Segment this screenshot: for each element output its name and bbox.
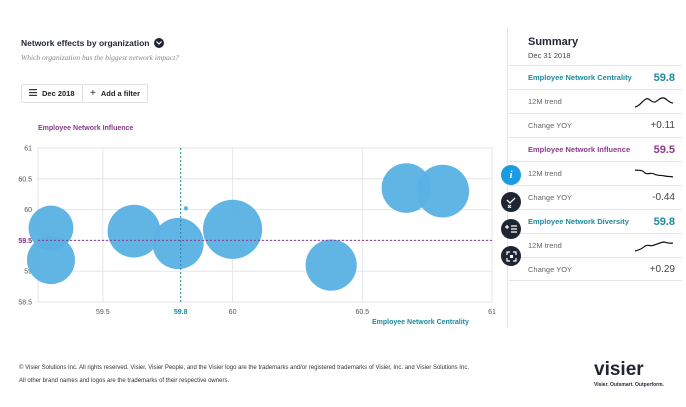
y-tick-label: 61 bbox=[24, 146, 32, 153]
summary-header: Summary Dec 31 2018 bbox=[509, 28, 682, 65]
bubble-point bbox=[183, 206, 189, 211]
trend-label: 12M trend bbox=[528, 241, 562, 250]
x-tick-label: 60 bbox=[229, 309, 237, 316]
summary-panel: Summary Dec 31 2018 Employee Network Cen… bbox=[509, 28, 682, 288]
trend-row[interactable]: 12M trend bbox=[509, 233, 682, 257]
metric-name: Employee Network Influence bbox=[528, 145, 631, 154]
metric-value: 59.8 bbox=[653, 215, 675, 228]
visier-logo: visier Visier. Outsmart. Outperform. bbox=[594, 359, 664, 388]
plus-icon: + bbox=[90, 88, 96, 99]
info-icon[interactable]: i bbox=[501, 165, 521, 185]
sparkline-icon bbox=[634, 97, 674, 108]
y-reference-label: 59.5 bbox=[18, 238, 32, 245]
change-row: Change YOY +0.11 bbox=[509, 113, 682, 137]
info-glyph: i bbox=[509, 169, 513, 181]
summary-title: Summary bbox=[528, 36, 579, 48]
y-tick-label: 60.5 bbox=[18, 176, 32, 183]
y-tick-label: 60 bbox=[24, 207, 32, 214]
change-label: Change YOY bbox=[528, 264, 573, 274]
metric-value: 59.5 bbox=[653, 143, 675, 156]
metric-value: 59.8 bbox=[653, 71, 675, 84]
copyright-line: © Visier Solutions Inc. All rights reser… bbox=[19, 365, 469, 371]
date-filter-label: Dec 2018 bbox=[42, 89, 75, 98]
trend-label: 12M trend bbox=[528, 97, 562, 106]
add-filter-label: Add a filter bbox=[100, 89, 141, 98]
chevron-down-icon[interactable] bbox=[154, 38, 165, 48]
logo-wordmark: visier bbox=[594, 359, 644, 380]
date-filter-button[interactable]: Dec 2018 bbox=[21, 84, 83, 103]
change-value: +0.29 bbox=[649, 263, 675, 275]
summary-date: Dec 31 2018 bbox=[528, 51, 571, 60]
add-filter-button[interactable]: + Add a filter bbox=[82, 84, 149, 103]
trademark-line: All other brand names and logos are the … bbox=[19, 378, 230, 384]
calendar-icon bbox=[29, 89, 37, 98]
chart-subtitle: Which organization has the biggest netwo… bbox=[21, 53, 180, 62]
metric-row-influence[interactable]: Employee Network Influence 59.5 bbox=[509, 137, 682, 161]
x-axis-label: Employee Network Centrality bbox=[372, 319, 469, 326]
trend-label: 12M trend bbox=[528, 169, 562, 178]
chart-panel: Network effects by organization Which or… bbox=[0, 38, 505, 326]
y-tick-label: 59 bbox=[24, 269, 32, 276]
y-tick-label: 59.5 bbox=[18, 238, 32, 245]
bubble-point bbox=[152, 217, 204, 270]
chart-title-row[interactable]: Network effects by organization bbox=[21, 38, 165, 48]
y-axis-label: Employee Network Influence bbox=[38, 125, 134, 132]
expand-icon[interactable] bbox=[501, 246, 521, 266]
logo-tagline: Visier. Outsmart. Outperform. bbox=[594, 382, 664, 388]
sparkline-icon bbox=[634, 241, 674, 252]
compare-icon[interactable] bbox=[501, 192, 521, 212]
change-value: +0.11 bbox=[650, 120, 675, 131]
change-label: Change YOY bbox=[528, 193, 573, 202]
sparkline-icon bbox=[634, 169, 674, 178]
add-remove-icon[interactable] bbox=[501, 219, 521, 239]
change-label: Change YOY bbox=[528, 121, 573, 130]
change-value: -0.44 bbox=[652, 192, 675, 203]
trend-row[interactable]: 12M trend bbox=[509, 161, 682, 185]
change-row: Change YOY +0.29 bbox=[509, 257, 682, 281]
x-tick-label: 61 bbox=[488, 309, 496, 316]
metric-name: Employee Network Centrality bbox=[528, 73, 632, 82]
x-tick-label: 59.5 bbox=[96, 309, 110, 316]
metric-name: Employee Network Diversity bbox=[528, 217, 629, 226]
bubble-point bbox=[202, 199, 263, 259]
bubble-point bbox=[26, 236, 75, 285]
chart-title: Network effects by organization bbox=[21, 38, 150, 48]
metric-row-centrality[interactable]: Employee Network Centrality 59.8 bbox=[509, 65, 682, 89]
bubble-point bbox=[107, 204, 161, 258]
x-reference-label: 59.8 bbox=[174, 309, 188, 316]
trend-row[interactable]: 12M trend bbox=[509, 89, 682, 113]
x-tick-label: 60.5 bbox=[355, 309, 369, 316]
y-tick-label: 58.5 bbox=[18, 300, 32, 307]
bubble-point bbox=[305, 239, 357, 291]
change-row: Change YOY -0.44 bbox=[509, 185, 682, 209]
metric-row-diversity[interactable]: Employee Network Diversity 59.8 bbox=[509, 209, 682, 233]
bubble-point bbox=[416, 164, 470, 218]
